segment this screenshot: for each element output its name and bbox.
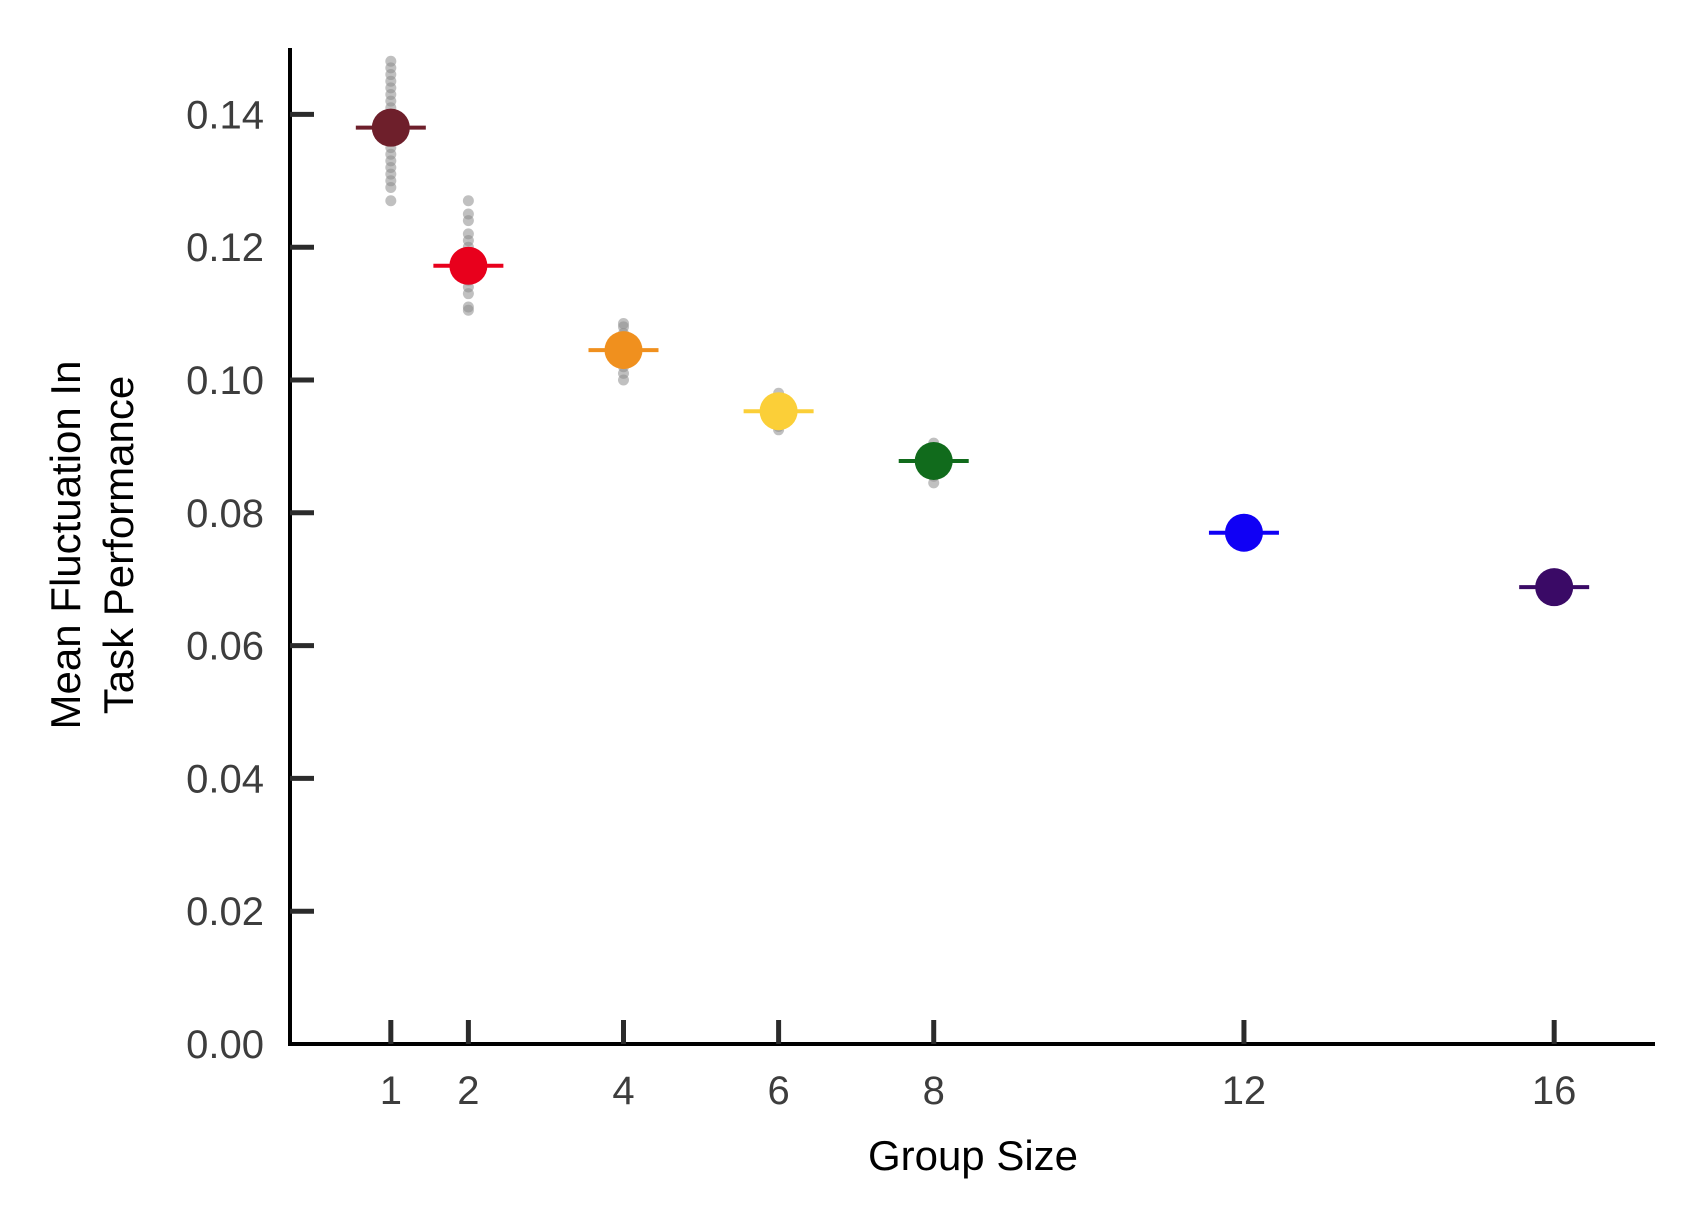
y-tick-label-3: 0.06 [186,625,264,669]
y-tick-label-5: 0.10 [186,359,264,403]
axes: 0.000.020.040.060.080.100.120.141 2 4 6 8 12 1… [186,48,1655,1113]
sample-point-2-0 [462,195,474,207]
sample-point-2-2 [462,215,474,227]
sample-point-1-19 [385,181,397,193]
x-tick-label-6: 16 [1532,1069,1577,1113]
sample-point-8-6 [928,477,940,489]
x-tick-label-2: 4 [612,1069,634,1113]
y-tick-label-1: 0.02 [186,890,264,934]
x-tick-label-0: 1 [380,1069,402,1113]
mean-point-12 [1224,513,1263,552]
sample-point-2-14 [462,304,474,316]
y-tick-label-7: 0.14 [186,93,264,137]
sample-point-4-9 [617,374,629,386]
mean-point-16 [1535,568,1574,607]
sample-point-2-12 [462,288,474,300]
x-tick-label-4: 8 [923,1069,945,1113]
x-tick-label-5: 12 [1222,1069,1267,1113]
y-axis-title-line-2: Task Performance [95,376,142,714]
sample-point-1-20 [385,195,397,207]
x-axis-title: Group Size [868,1132,1078,1179]
sample-points-layer [385,55,1560,595]
mean-point-8 [914,442,953,481]
mean-point-4 [604,331,643,370]
mean-markers-layer [355,108,1590,607]
y-tick-label-2: 0.04 [186,757,264,801]
y-tick-label-6: 0.12 [186,226,264,270]
mean-point-6 [759,392,798,431]
x-tick-label-3: 6 [767,1069,789,1113]
y-tick-label-0: 0.00 [186,1023,264,1067]
mean-point-2 [449,246,488,285]
y-tick-label-4: 0.08 [186,492,264,536]
x-tick-label-1: 2 [457,1069,479,1113]
y-axis-title-line-1: Mean Fluctuation In [42,361,89,730]
mean-point-1 [371,108,410,147]
